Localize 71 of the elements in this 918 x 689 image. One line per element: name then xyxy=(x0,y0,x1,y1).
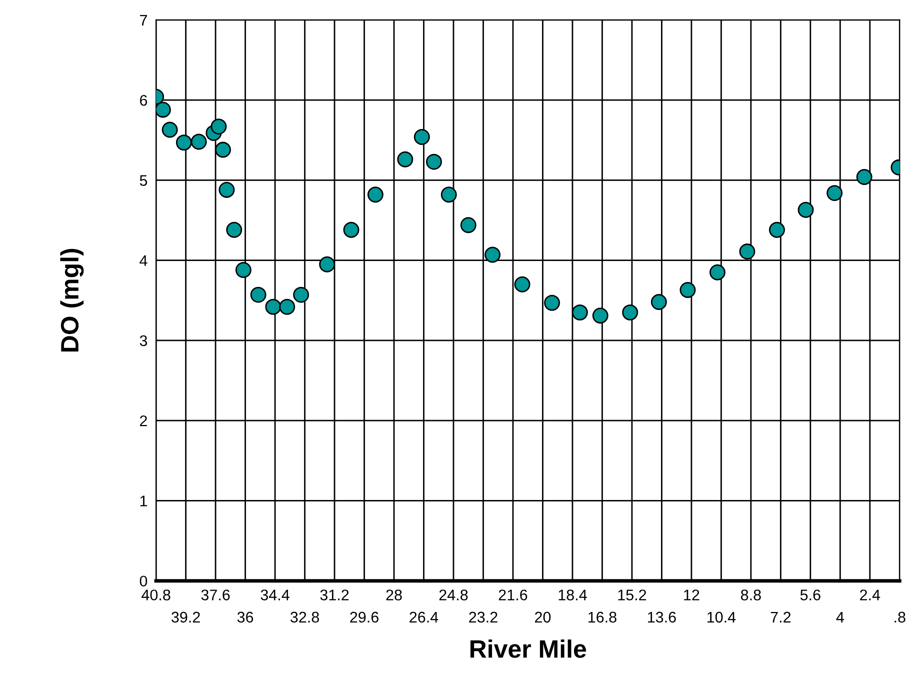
x2-tick-label: 4 xyxy=(836,612,844,622)
point xyxy=(156,102,171,118)
point xyxy=(856,169,872,185)
x2-tick-label: 13.6 xyxy=(648,612,676,623)
y-tick-label: 0 xyxy=(140,576,148,587)
x2-tick-label: 16.8 xyxy=(588,612,616,623)
x2-tick-label: 7.2 xyxy=(770,612,791,622)
y-tick-label: 5 xyxy=(140,175,148,186)
point xyxy=(798,202,814,218)
x2-tick-label: 39.2 xyxy=(172,612,200,623)
point xyxy=(176,134,192,151)
point xyxy=(709,264,726,280)
point xyxy=(426,154,442,170)
x2-tick-label: 10.4 xyxy=(707,612,736,623)
y-axis-title: DO (mgl) xyxy=(60,248,84,352)
point xyxy=(572,304,588,320)
point xyxy=(484,246,501,263)
point xyxy=(279,298,296,315)
point xyxy=(768,222,785,238)
y-tick-label: 2 xyxy=(140,415,147,426)
x-tick-label: 15.2 xyxy=(618,590,646,600)
x-tick-label: 8.8 xyxy=(740,590,761,600)
x-tick-label: 2.4 xyxy=(860,590,880,600)
x-tick-label: 34.4 xyxy=(260,590,290,600)
x2-tick-label: .8 xyxy=(894,612,906,623)
point xyxy=(319,256,336,272)
x-tick-label: 21.6 xyxy=(498,590,528,600)
x-tick-label: 28 xyxy=(386,590,402,600)
x-tick-label: 12 xyxy=(684,590,700,600)
point xyxy=(397,151,414,168)
y-tick-label: 3 xyxy=(140,335,148,346)
point xyxy=(460,217,476,234)
point xyxy=(226,222,242,238)
point xyxy=(210,118,227,135)
point xyxy=(680,282,696,298)
point xyxy=(592,308,608,324)
point xyxy=(739,244,756,260)
x-axis-title: River Mile xyxy=(470,640,586,658)
y-tick-label: 7 xyxy=(140,15,147,26)
x2-tick-label: 23.2 xyxy=(469,612,498,623)
point xyxy=(343,222,360,238)
x-tick-label: 24.8 xyxy=(439,590,468,600)
x2-tick-label: 36 xyxy=(237,612,254,623)
x2-tick-label: 29.6 xyxy=(350,612,378,623)
y-tick-label: 4 xyxy=(140,255,148,266)
point xyxy=(826,185,843,202)
point xyxy=(622,304,638,320)
point xyxy=(162,122,178,138)
point xyxy=(440,186,457,203)
x-tick-label: 40.8 xyxy=(142,590,170,600)
x-tick-label: 31.2 xyxy=(320,590,349,600)
y-tick-label: 1 xyxy=(140,496,147,506)
x2-tick-label: 32.8 xyxy=(290,612,319,623)
point xyxy=(190,134,207,150)
point xyxy=(293,286,310,303)
point xyxy=(650,294,667,310)
point xyxy=(514,276,530,292)
point xyxy=(414,128,430,145)
point xyxy=(218,182,235,198)
x2-tick-label: 26.4 xyxy=(410,612,438,623)
x-tick-label: 18.4 xyxy=(558,590,587,600)
point xyxy=(544,294,560,311)
point xyxy=(367,186,384,203)
x-tick-label: 5.6 xyxy=(800,590,820,600)
point xyxy=(250,286,266,303)
x-tick-label: 37.6 xyxy=(201,590,230,600)
point xyxy=(265,298,282,315)
point xyxy=(235,262,252,278)
point xyxy=(215,142,231,158)
y-tick-label: 6 xyxy=(140,94,148,106)
x2-tick-label: 20 xyxy=(534,612,551,623)
